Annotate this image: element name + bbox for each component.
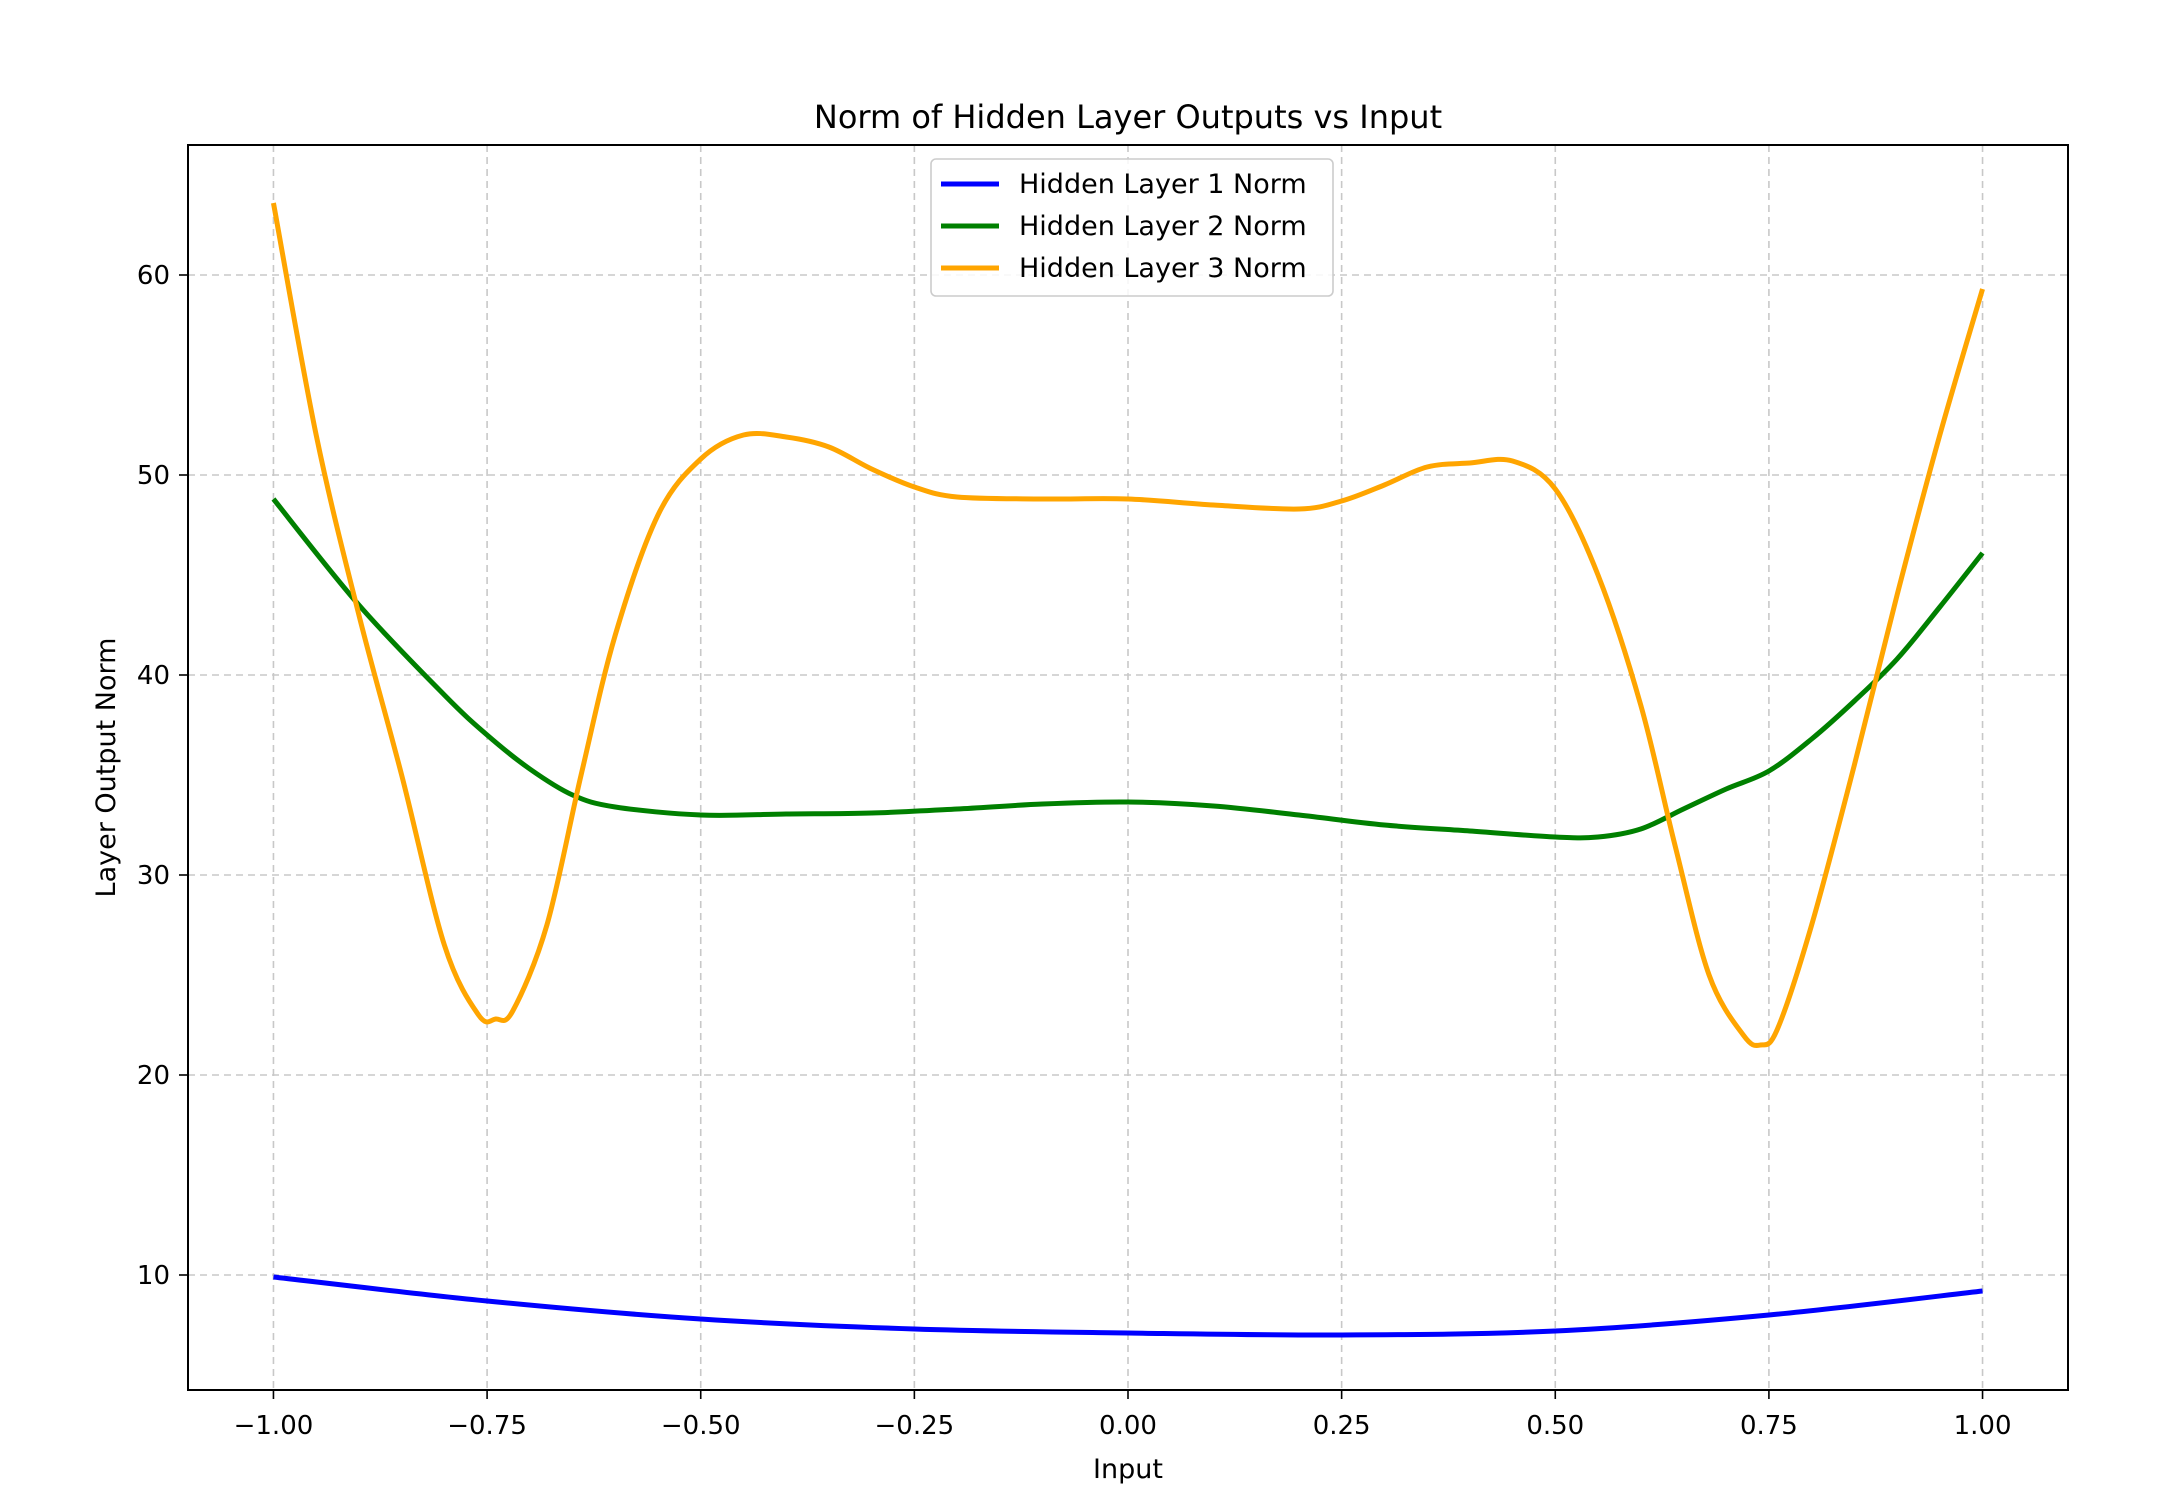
x-tick-label: −0.50: [661, 1411, 741, 1441]
legend-box: [930, 158, 1334, 297]
x-tick-label: 0.25: [1313, 1411, 1371, 1441]
x-axis-title: Input: [1093, 1454, 1163, 1485]
y-tick-label: 20: [137, 1061, 170, 1091]
legend-label: Hidden Layer 3 Norm: [1019, 253, 1307, 284]
x-tick-label: −0.75: [447, 1411, 527, 1441]
x-axis: −1.00 −0.75 −0.50 −0.25 0.00 0.25 0.50 0.75 1.00: [234, 1390, 2012, 1441]
y-axis: 10 20 30 40 50 60: [137, 261, 188, 1291]
x-tick-label: 1.00: [1954, 1411, 2012, 1441]
y-tick-label: 50: [137, 461, 170, 491]
legend-label: Hidden Layer 1 Norm: [1019, 169, 1307, 200]
y-tick-label: 10: [137, 1261, 170, 1291]
chart-title: Norm of Hidden Layer Outputs vs Input: [814, 98, 1442, 136]
y-tick-label: 60: [137, 261, 170, 291]
x-tick-label: −0.25: [875, 1411, 955, 1441]
legend-label: Hidden Layer 2 Norm: [1019, 211, 1307, 242]
series-lines: [270, 202, 1985, 1338]
series-line-3: [270, 202, 1985, 1048]
series-line-2: [271, 497, 1985, 841]
y-tick-label: 30: [137, 861, 170, 891]
y-tick-label: 40: [137, 661, 170, 691]
x-tick-label: 0.00: [1099, 1411, 1157, 1441]
x-tick-label: −1.00: [234, 1411, 314, 1441]
grid: [188, 145, 2068, 1390]
series-line-1: [273, 1274, 1983, 1338]
x-tick-label: 0.75: [1740, 1411, 1798, 1441]
y-axis-title: Layer Output Norm: [91, 638, 122, 898]
x-tick-label: 0.50: [1526, 1411, 1584, 1441]
legend: Hidden Layer 1 Norm Hidden Layer 2 Norm Hi…: [930, 158, 1334, 297]
